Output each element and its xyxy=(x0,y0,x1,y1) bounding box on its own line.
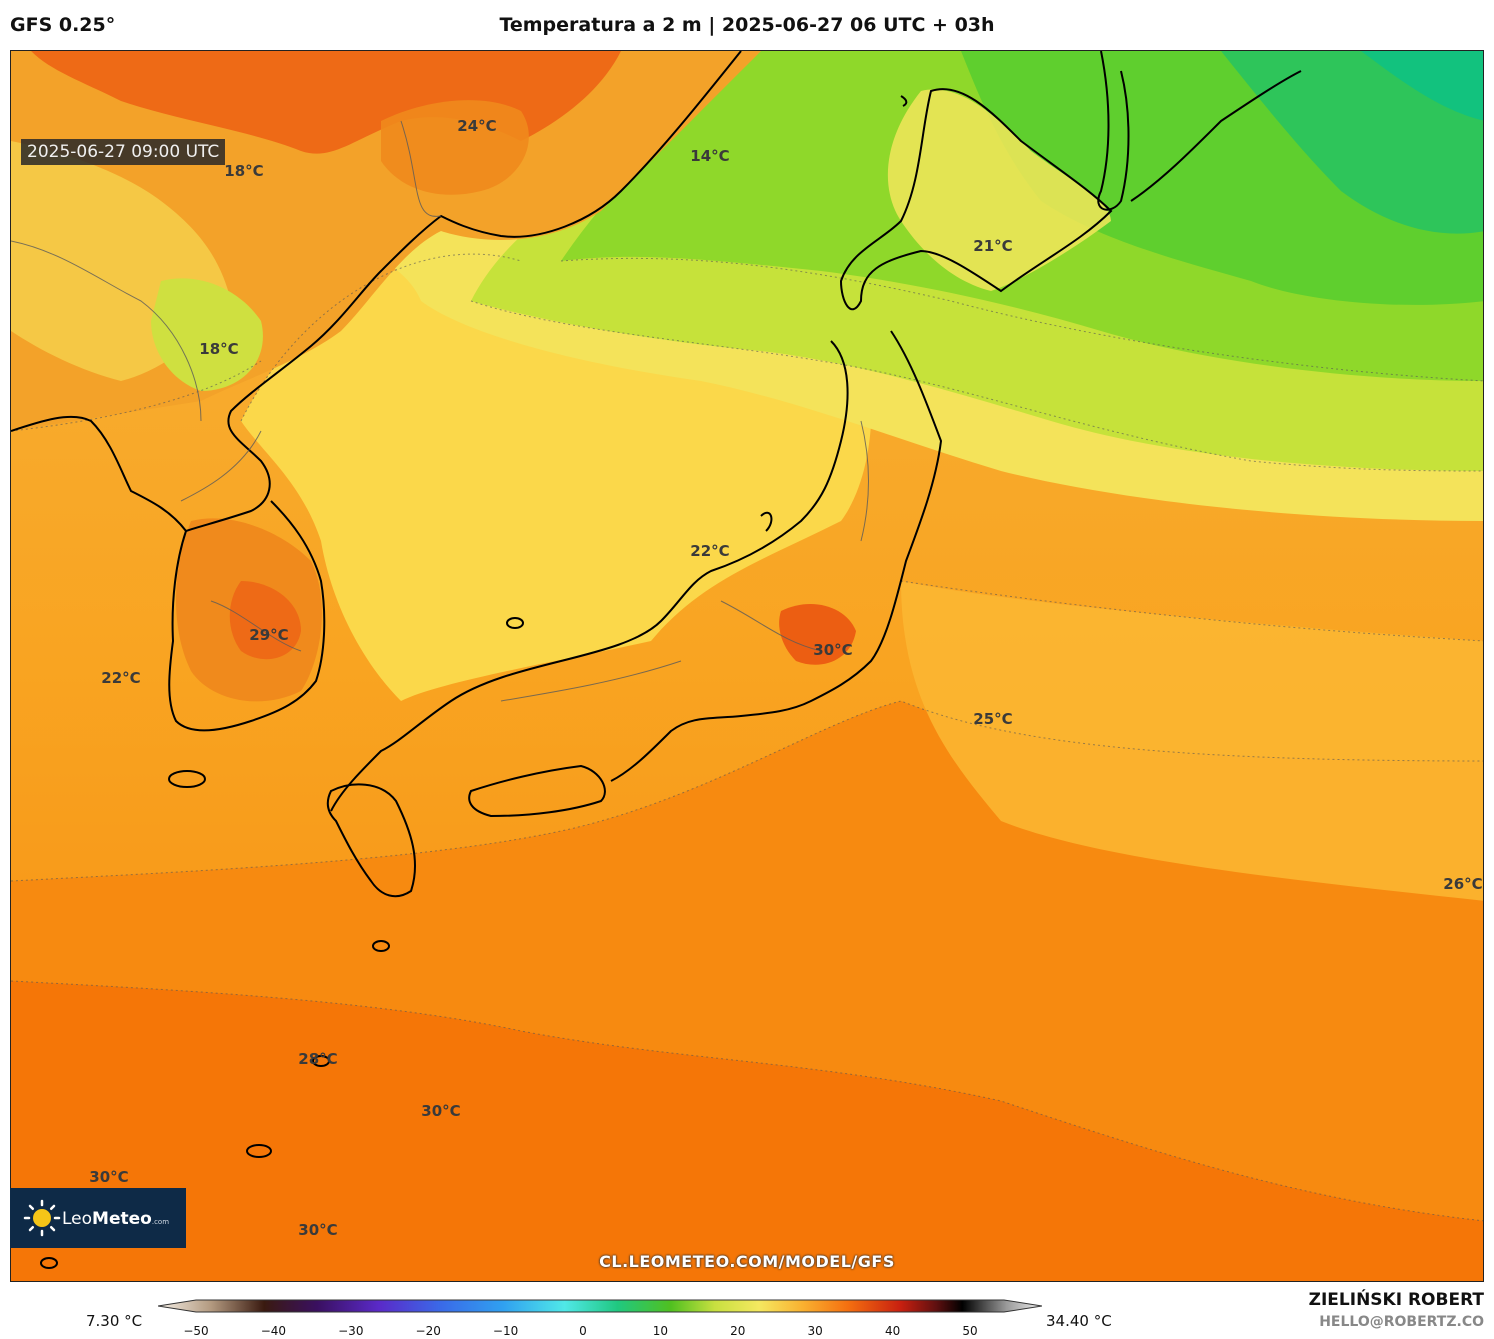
contour-label: 18°C xyxy=(199,340,238,358)
subtropical-band xyxy=(901,581,1483,901)
coastlines xyxy=(11,51,1302,898)
continent-hot xyxy=(31,51,621,154)
contour-label: 22°C xyxy=(101,669,140,687)
colorbar-tick: −20 xyxy=(415,1324,441,1338)
colorbar-tick: 20 xyxy=(730,1324,746,1338)
coldest-band xyxy=(1221,51,1483,234)
colorbar-tick: 50 xyxy=(962,1324,978,1338)
continent-hot-2 xyxy=(381,100,529,195)
contour-label: 30°C xyxy=(89,1168,128,1186)
contour-label: 18°C xyxy=(224,162,263,180)
hottest-ocean-band xyxy=(11,981,1483,1281)
hokkaido-mild xyxy=(887,89,1111,292)
colorbar-tick: 10 xyxy=(652,1324,669,1338)
contour-label: 30°C xyxy=(298,1221,337,1239)
colorbar-max-label: 34.40 °C xyxy=(1046,1312,1112,1330)
contour-label: 26°C xyxy=(1443,875,1482,893)
contour-label: 22°C xyxy=(690,542,729,560)
colorbar-tick: −50 xyxy=(183,1324,209,1338)
korea-hotspot xyxy=(229,581,301,660)
islands xyxy=(40,95,908,1269)
colorbar-tick: −30 xyxy=(338,1324,364,1338)
contour-label: 30°C xyxy=(813,641,852,659)
colorbar-tick: 0 xyxy=(579,1324,587,1338)
contour-label: 24°C xyxy=(457,117,496,135)
colorbar-tick: −40 xyxy=(260,1324,287,1338)
colorbar-min-label: 7.30 °C xyxy=(86,1312,143,1330)
colorbar xyxy=(158,1299,1042,1313)
contour-label: 25°C xyxy=(973,710,1012,728)
map-title: Temperatura a 2 m | 2025-06-27 06 UTC + … xyxy=(499,14,995,36)
contour-label: 30°C xyxy=(421,1102,460,1120)
mountain-cool xyxy=(151,278,263,391)
colorbar-tick: 30 xyxy=(807,1324,823,1338)
borders xyxy=(11,120,869,702)
sun-icon xyxy=(23,1199,61,1237)
temperature-map[interactable]: 24°C 18°C 14°C 21°C 18°C 22°C 29°C 30°C 22°C 25°C… xyxy=(10,50,1484,1282)
kanto-hotspot xyxy=(779,603,856,665)
author-email[interactable]: HELLO@ROBERTZ.CO xyxy=(1319,1314,1484,1330)
logo-text: LeoMeteo.com xyxy=(62,1209,170,1229)
source-url[interactable]: CL.LEOMETEO.COM/MODEL/GFS xyxy=(599,1252,895,1271)
model-name: GFS 0.25° xyxy=(10,14,116,36)
contour-label: 14°C xyxy=(690,147,729,165)
contour-label: 21°C xyxy=(973,237,1012,255)
valid-time-stamp: 2025-06-27 09:00 UTC xyxy=(21,139,226,165)
colorbar-tick: −10 xyxy=(492,1324,519,1338)
leometeo-logo[interactable]: LeoMeteo.com xyxy=(10,1188,186,1248)
arctic-tint xyxy=(1361,51,1483,121)
isotherms xyxy=(11,253,1483,1222)
contour-labels: 24°C 18°C 14°C 21°C 18°C 22°C 29°C 30°C 22°C 25°C… xyxy=(89,117,1482,1239)
author-credit: ZIELIŃSKI ROBERT xyxy=(1308,1290,1484,1310)
contour-label: 28°C xyxy=(298,1050,337,1068)
colorbar-tick: 40 xyxy=(884,1324,901,1338)
contour-label: 29°C xyxy=(249,626,288,644)
